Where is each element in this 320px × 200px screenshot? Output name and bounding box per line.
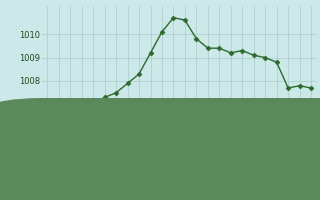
X-axis label: Graphe pression niveau de la mer (hPa): Graphe pression niveau de la mer (hPa) [62, 171, 296, 181]
